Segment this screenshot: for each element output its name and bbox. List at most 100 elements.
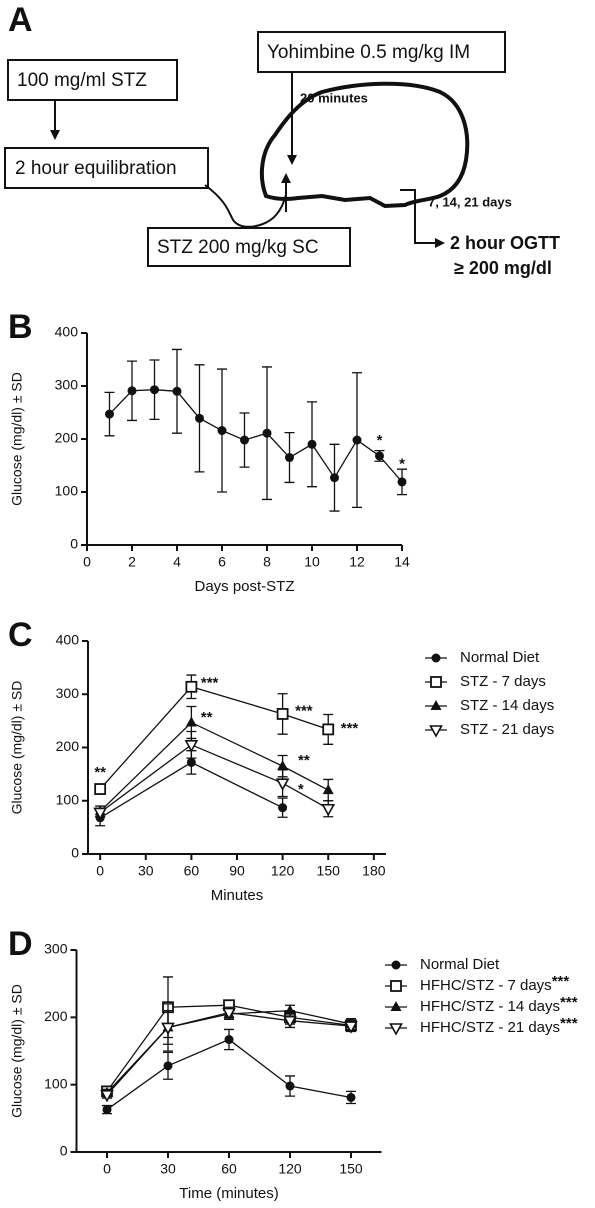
y-tick-label: 0 — [60, 1143, 68, 1159]
marker — [150, 385, 159, 395]
legend-significance: *** — [560, 1015, 578, 1032]
marker — [322, 723, 335, 736]
marker — [430, 700, 442, 710]
legend-label: STZ - 14 days — [460, 697, 554, 714]
mouse — [259, 81, 470, 209]
box-text: Yohimbine 0.5 mg/kg IM — [267, 42, 470, 63]
x-tick-label: 6 — [218, 554, 226, 570]
x-tick-label: 2 — [128, 554, 136, 570]
legend-label: STZ - 7 days — [460, 673, 546, 690]
x-axis-title: Minutes — [211, 887, 264, 904]
box-text: 100 mg/ml STZ — [17, 70, 147, 91]
annotation: ** — [201, 709, 213, 726]
y-tick-label: 400 — [56, 632, 80, 648]
annotation: *** — [201, 675, 219, 692]
note: 2 hour OGTT — [450, 233, 560, 253]
legend-name: Normal Diet — [460, 649, 540, 666]
marker — [185, 680, 198, 693]
marker — [321, 803, 336, 817]
arrow-head — [435, 238, 445, 248]
marker — [284, 1004, 296, 1015]
arrow-head — [50, 130, 60, 140]
marker — [195, 413, 204, 423]
y-tick-label: 200 — [55, 430, 79, 446]
x-tick-label: 8 — [263, 554, 271, 570]
legend-name: HFHC/STZ - 14 days — [420, 998, 560, 1015]
panel-label: D — [8, 925, 33, 963]
x-tick-label: 14 — [394, 554, 410, 570]
marker — [94, 783, 107, 795]
panel-label: A — [8, 1, 33, 39]
x-tick-label: 180 — [362, 863, 386, 879]
marker — [429, 725, 443, 738]
y-tick-label: 0 — [70, 536, 78, 552]
legend-label: HFHC/STZ - 7 days*** — [420, 973, 569, 994]
y-axis-title: Glucose (mg/dl) ± SD — [9, 681, 25, 815]
marker — [397, 477, 407, 487]
y-tick-label: 0 — [71, 845, 79, 861]
marker — [262, 428, 272, 438]
marker — [389, 1023, 403, 1036]
y-tick-label: 300 — [44, 941, 68, 957]
y-tick-label: 200 — [44, 1008, 68, 1024]
legend-label: HFHC/STZ - 21 days*** — [420, 1015, 578, 1036]
annotation: *** — [341, 720, 359, 737]
x-tick-label: 30 — [138, 863, 154, 879]
legend-name: STZ - 21 days — [460, 721, 554, 738]
annotation: * — [298, 781, 304, 798]
series-line — [106, 1011, 352, 1096]
arrow-head — [281, 173, 291, 183]
panel-label: B — [8, 308, 33, 346]
marker — [127, 386, 137, 396]
marker — [163, 1061, 173, 1071]
box — [7, 59, 178, 101]
x-tick-label: 60 — [221, 1161, 237, 1177]
x-tick-label: 10 — [304, 554, 320, 570]
marker — [161, 1022, 175, 1036]
legend-name: Normal Diet — [420, 956, 500, 973]
x-tick-label: 30 — [160, 1161, 176, 1177]
legend-label: Normal Diet — [460, 649, 540, 666]
y-axis-title: Glucose (mg/dl) ± SD — [9, 372, 25, 506]
marker — [186, 757, 196, 767]
x-tick-label: 60 — [184, 863, 200, 879]
x-tick-label: 90 — [229, 863, 245, 879]
annotation: ** — [298, 752, 310, 769]
panel-label: C — [8, 616, 33, 654]
box — [257, 31, 506, 73]
legend-name: HFHC/STZ - 21 days — [420, 1019, 560, 1036]
marker — [307, 439, 317, 449]
legend-significance: *** — [560, 994, 578, 1011]
marker — [430, 676, 442, 688]
marker — [391, 960, 401, 970]
box — [147, 227, 351, 267]
marker — [285, 453, 294, 463]
note: 7, 14, 21 days — [428, 194, 512, 209]
x-tick-label: 0 — [103, 1161, 111, 1177]
marker — [277, 760, 289, 771]
legend-label: STZ - 21 days — [460, 721, 554, 738]
marker — [93, 807, 108, 821]
marker — [322, 784, 334, 795]
marker — [102, 1105, 112, 1115]
x-axis-title: Time (minutes) — [179, 1185, 278, 1202]
y-tick-label: 100 — [44, 1075, 68, 1091]
marker — [344, 1021, 358, 1034]
legend-label: HFHC/STZ - 14 days*** — [420, 994, 578, 1015]
marker — [275, 778, 290, 791]
marker — [352, 435, 362, 445]
y-tick-label: 200 — [56, 738, 80, 754]
marker — [105, 409, 114, 419]
arrow-head — [287, 155, 297, 165]
tube — [204, 184, 287, 228]
series-line — [99, 686, 329, 790]
y-axis-title: Glucose (mg/dl) ± SD — [9, 984, 25, 1118]
marker — [100, 1089, 114, 1103]
marker — [431, 653, 441, 663]
annotation: * — [399, 455, 405, 472]
marker — [390, 980, 402, 992]
y-tick-label: 100 — [56, 791, 80, 807]
marker — [278, 803, 288, 813]
annotation: *** — [295, 702, 313, 719]
